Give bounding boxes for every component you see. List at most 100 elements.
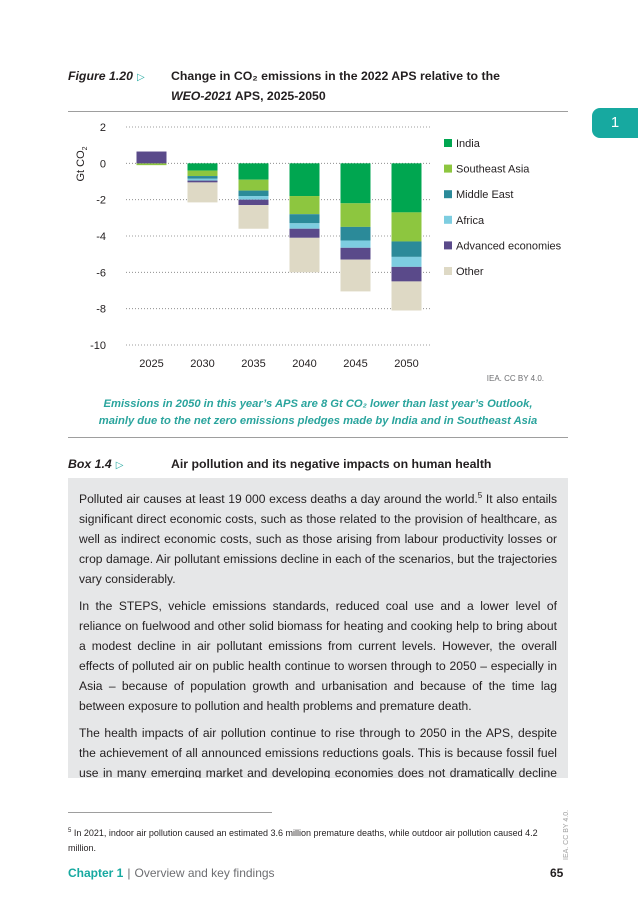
- caption-bottom-rule: [68, 437, 568, 438]
- bar-segment: [238, 179, 269, 191]
- chart-legend: India Southeast Asia Middle East Africa Adva…: [444, 138, 562, 278]
- bar-segment: [289, 237, 320, 273]
- bar-segment: [289, 214, 320, 224]
- bar-segment: [391, 256, 422, 267]
- bar-segment: [238, 196, 269, 200]
- figure-arrow-icon: ▷: [136, 72, 145, 83]
- bar-segment: [391, 266, 422, 282]
- legend-label: Advanced economies: [456, 240, 562, 252]
- bar-segment: [289, 228, 320, 238]
- figure-title-italic: WEO-2021: [171, 89, 232, 103]
- chart-y-ticks: 2 0 -2 -4 -6 -8 -10: [90, 122, 106, 352]
- emissions-chart: 2 0 -2 -4 -6 -8 -10 2025 2030 2035 2040 2045 2050 I…: [75, 122, 562, 370]
- x-tick-label: 2050: [394, 358, 418, 370]
- box-paragraph-3: The health impacts of air pollution cont…: [79, 726, 557, 778]
- bar-segment: [340, 247, 371, 260]
- footer-chapter: Chapter 1 | Overview and key findings: [68, 866, 275, 880]
- bar-segment: [289, 163, 320, 197]
- box-content: Polluted air causes at least 19 000 exce…: [68, 478, 568, 778]
- footer-separator: |: [127, 866, 131, 880]
- caption-line1: Emissions in 2050 in this year’s APS are…: [103, 398, 533, 410]
- box-paragraph-2: In the STEPS, vehicle emissions standard…: [79, 599, 557, 714]
- x-tick-label: 2035: [241, 358, 265, 370]
- y-tick-label: -2: [96, 195, 106, 207]
- box-arrow-icon: ▷: [115, 460, 124, 471]
- figure-credit: IEA. CC BY 4.0.: [486, 374, 544, 383]
- bar-segment: [187, 170, 218, 177]
- figure-title: Change in CO₂ emissions in the 2022 APS …: [171, 66, 571, 106]
- bar-segment: [136, 151, 167, 164]
- footnote-number: 5: [68, 828, 72, 834]
- footer-title: Overview and key findings: [134, 866, 275, 880]
- figure-heading: Figure 1.20 ▷ Change in CO₂ emissions in …: [68, 66, 568, 103]
- chart-x-ticks: 2025 2030 2035 2040 2045 2050: [139, 358, 418, 370]
- bar-segment: [238, 163, 269, 180]
- legend-label: India: [456, 138, 481, 150]
- y-tick-label: -8: [96, 304, 106, 316]
- legend-label: Africa: [456, 215, 485, 227]
- y-tick-label: -10: [90, 340, 106, 352]
- x-tick-label: 2040: [292, 358, 316, 370]
- y-tick-label: 0: [100, 158, 106, 170]
- bar-segment: [238, 205, 269, 229]
- bar-segment: [391, 163, 422, 213]
- figure-title-rest: APS, 2025-2050: [231, 89, 326, 103]
- legend-swatch: [444, 267, 452, 275]
- legend-label: Middle East: [456, 189, 513, 201]
- page-number: 65: [550, 866, 564, 880]
- vertical-license: IEA. CC BY 4.0.: [563, 809, 570, 860]
- footnote: 5 In 2021, indoor air pollution caused a…: [68, 824, 568, 856]
- figure-top-rule: [68, 111, 568, 112]
- legend-swatch: [444, 139, 452, 147]
- x-tick-label: 2030: [190, 358, 214, 370]
- box-title: Air pollution and its negative impacts o…: [171, 457, 492, 471]
- bar-segment: [289, 196, 320, 215]
- chapter-tab[interactable]: 1: [592, 108, 638, 138]
- bar-segment: [187, 176, 218, 179]
- figure-label: Figure 1.20: [68, 69, 133, 83]
- box-para1-text: Polluted air causes at least 19 000 exce…: [79, 492, 478, 507]
- bar-segment: [340, 226, 371, 241]
- caption-line2: mainly due to the net zero emissions ple…: [98, 415, 538, 427]
- footnote-ref[interactable]: 5: [477, 491, 483, 500]
- bar-segment: [340, 163, 371, 204]
- x-tick-label: 2045: [343, 358, 367, 370]
- figure-title-line2: WEO-2021 APS, 2025-2050: [171, 86, 571, 106]
- box-para1-rest: It also entails significant direct econo…: [79, 492, 557, 587]
- figure-caption: Emissions in 2050 in this year’s APS are…: [68, 396, 568, 430]
- y-tick-label: -6: [96, 267, 106, 279]
- footnote-rule: [68, 812, 272, 813]
- bar-segment: [187, 178, 218, 181]
- bar-segment: [238, 190, 269, 197]
- bar-segment: [340, 203, 371, 227]
- bar-segment: [340, 259, 371, 292]
- chart-gridlines: [126, 126, 432, 346]
- chart-y-axis-label: Gt CO2: [75, 146, 89, 181]
- bar-segment: [238, 199, 269, 206]
- legend-swatch: [444, 164, 452, 173]
- legend-label: Southeast Asia: [456, 164, 530, 176]
- bar-segment: [187, 182, 218, 203]
- chart-bars: [136, 151, 422, 311]
- box-paragraph-1: Polluted air causes at least 19 000 exce…: [68, 478, 568, 589]
- bar-segment: [136, 163, 167, 166]
- bar-segment: [289, 223, 320, 229]
- box-label: Box 1.4: [68, 457, 112, 471]
- bar-segment: [340, 240, 371, 248]
- bar-segment: [391, 241, 422, 257]
- bar-segment: [187, 163, 218, 171]
- bar-segment: [391, 281, 422, 311]
- legend-swatch: [444, 241, 452, 250]
- y-tick-label: 2: [100, 122, 106, 134]
- legend-swatch: [444, 215, 452, 224]
- footer-chapter-label: Chapter 1: [68, 866, 124, 880]
- figure-title-line1: Change in CO₂ emissions in the 2022 APS …: [171, 69, 500, 83]
- legend-label: Other: [456, 266, 484, 278]
- box-heading: Box 1.4 ▷ Air pollution and its negative …: [68, 457, 568, 471]
- y-tick-label: -4: [96, 231, 106, 243]
- footnote-text: In 2021, indoor air pollution caused an …: [68, 828, 538, 853]
- x-tick-label: 2025: [139, 358, 163, 370]
- bar-segment: [187, 180, 218, 183]
- legend-swatch: [444, 190, 452, 199]
- bar-segment: [391, 212, 422, 242]
